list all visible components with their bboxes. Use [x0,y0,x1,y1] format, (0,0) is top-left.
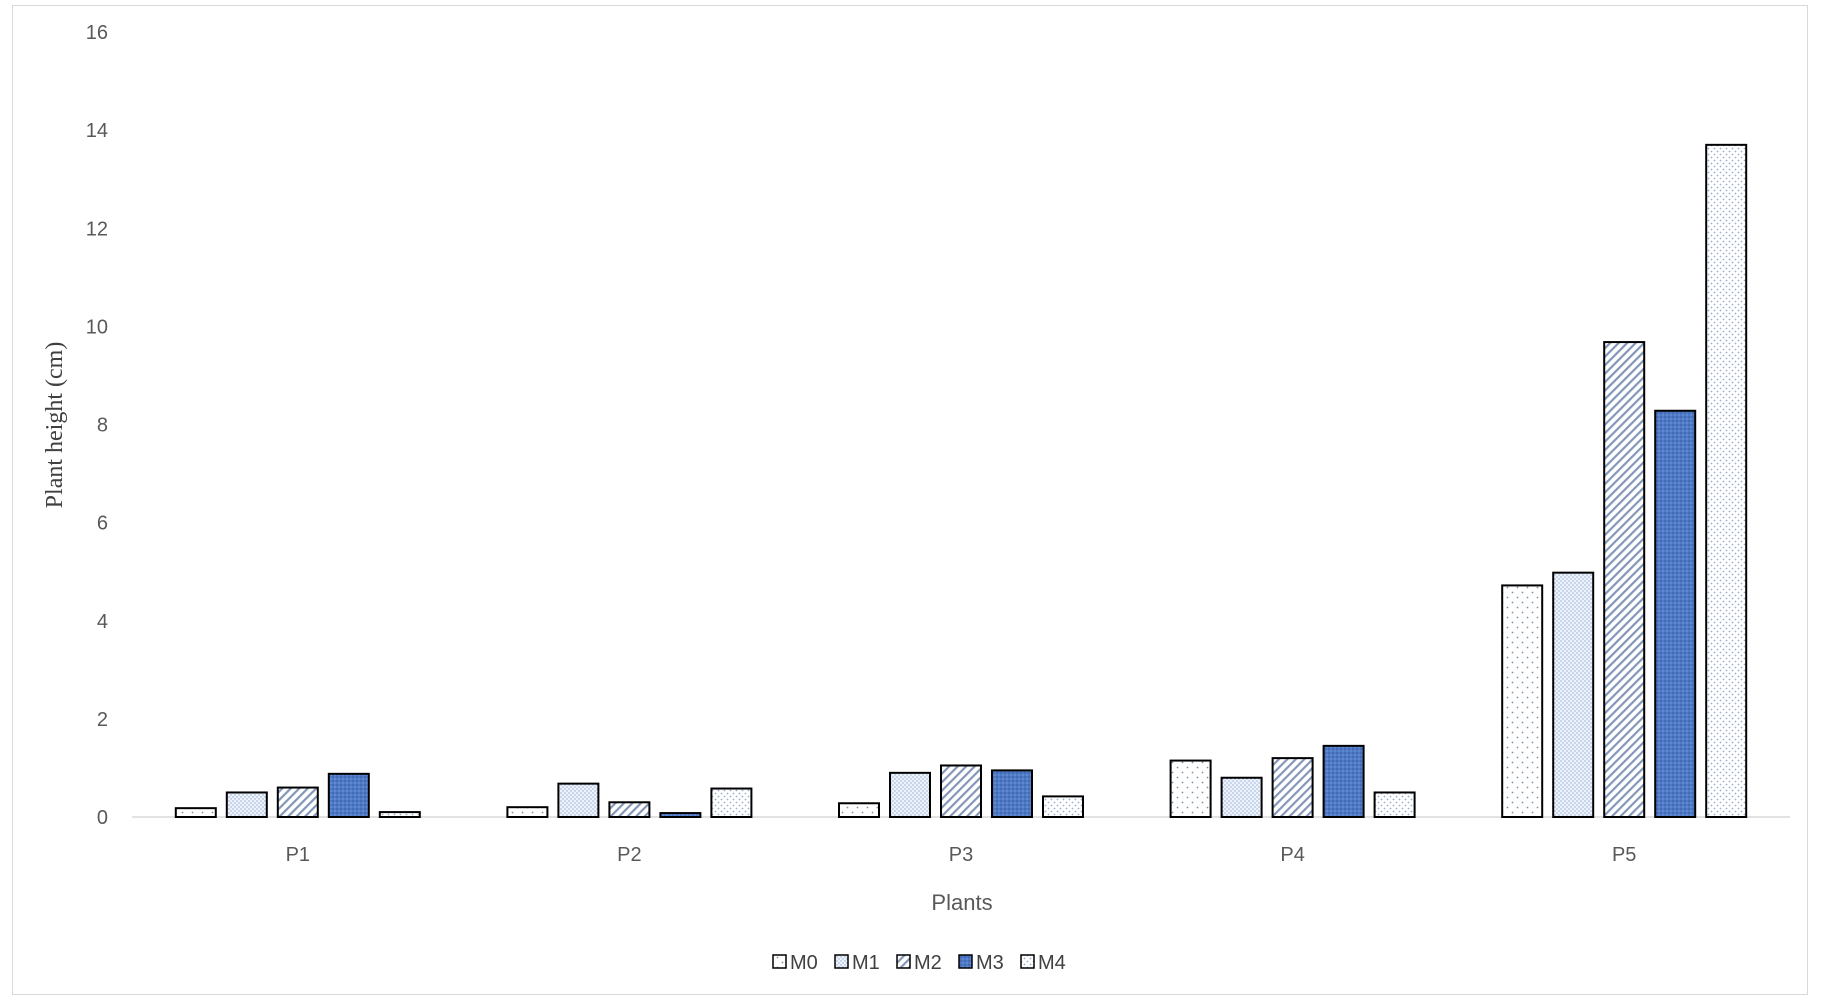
legend-swatch-m1 [834,954,849,969]
bar-m0-p4 [1169,759,1212,818]
y-axis-title: Plant height (cm) [42,342,68,509]
legend-label-m4: M4 [1038,952,1066,974]
bar-m1-p2 [557,782,600,819]
legend-label-m2: M2 [914,952,942,974]
bar-m4-p2 [710,787,753,819]
legend-label-m1: M1 [852,952,880,974]
y-tick-label: 14 [86,120,108,142]
y-tick-label: 0 [97,807,108,829]
bar-m0-p3 [838,802,880,819]
bar-m3-p1 [327,772,370,819]
bar-m3-p2 [659,812,702,819]
bar-m4-p4 [1373,791,1416,818]
bar-m2-p2 [608,801,651,818]
x-tick-label: P3 [949,844,973,866]
x-tick-label: P1 [286,844,310,866]
legend-label-m3: M3 [976,952,1004,974]
legend: M0 M1 M2 M3 M4 [772,952,1066,974]
x-axis-title: Plants [931,890,992,915]
chart-frame [12,5,1808,995]
bar-m3-p5 [1654,409,1697,818]
bar-m1-p1 [225,791,268,818]
bar-m2-p4 [1271,757,1314,818]
y-tick-label: 2 [97,709,108,731]
x-axis-ticks: P1 P2 P3 P4 P5 [286,844,1637,866]
legend-swatch-m4 [1020,954,1035,969]
bar-m4-p5 [1705,143,1748,818]
x-tick-label: P5 [1612,844,1636,866]
bars-group [174,143,1748,819]
bar-m4-p1 [378,811,421,818]
bar-m2-p5 [1603,341,1646,818]
y-tick-label: 10 [86,316,108,338]
legend-swatch-m3 [958,954,973,969]
legend-swatch-m2 [896,954,911,969]
bar-m1-p4 [1220,776,1263,818]
x-tick-label: P2 [617,844,641,866]
bar-m0-p2 [506,806,549,818]
legend-label-m0: M0 [790,952,818,974]
y-axis-ticks: 0 2 4 6 8 10 12 14 16 [86,22,108,829]
y-tick-label: 4 [97,611,108,633]
bar-m0-p1 [174,807,217,819]
bar-m2-p3 [940,764,982,818]
bar-m1-p5 [1552,571,1595,819]
bar-m3-p4 [1322,744,1365,818]
x-tick-label: P4 [1280,844,1304,866]
y-tick-label: 16 [86,22,108,44]
bar-m2-p1 [276,786,319,818]
bar-m1-p3 [889,771,931,818]
y-tick-label: 12 [86,218,108,240]
y-tick-label: 8 [97,415,108,437]
bar-m0-p5 [1501,584,1544,818]
legend-swatch-m0 [772,954,787,969]
y-tick-label: 6 [97,513,108,535]
bar-m4-p3 [1042,795,1084,818]
bar-m3-p3 [991,769,1033,818]
